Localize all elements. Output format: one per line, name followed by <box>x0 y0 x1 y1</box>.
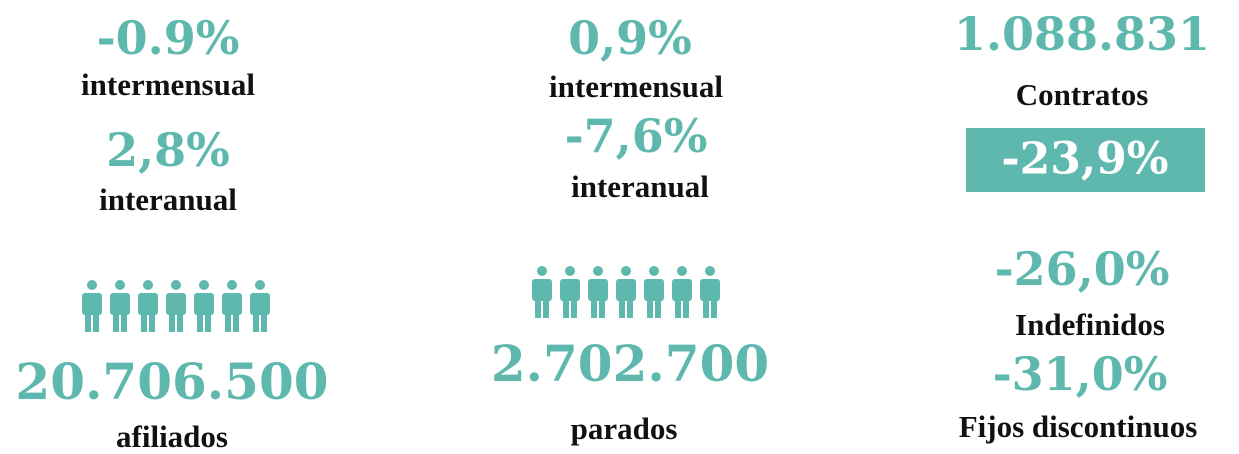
monthly-label: intermensual <box>549 69 723 104</box>
person-part <box>222 293 242 315</box>
person-part <box>677 266 687 276</box>
person-part <box>621 266 631 276</box>
person-part <box>616 279 636 301</box>
person-part <box>233 310 239 332</box>
person-part <box>85 310 91 332</box>
yearly-label: interanual <box>571 169 709 204</box>
person-part <box>543 296 549 318</box>
person-part <box>599 296 605 318</box>
person-part <box>169 310 175 332</box>
total-label: afiliados <box>116 419 228 454</box>
person-part <box>591 296 597 318</box>
item-value: -26,0% <box>995 242 1170 296</box>
person-part <box>121 310 127 332</box>
yearly-label: interanual <box>99 182 237 217</box>
person-part <box>560 279 580 301</box>
person-part <box>261 310 267 332</box>
total-label: parados <box>571 411 678 446</box>
person-part <box>683 296 689 318</box>
person-part <box>197 310 203 332</box>
person-part <box>115 280 125 290</box>
person-part <box>250 293 270 315</box>
person-part <box>255 280 265 290</box>
person-part <box>675 296 681 318</box>
person-part <box>199 280 209 290</box>
people-icons <box>532 266 720 318</box>
person-part <box>535 296 541 318</box>
total-value: 2.702.700 <box>491 334 769 393</box>
person-part <box>537 266 547 276</box>
person-part <box>138 293 158 315</box>
item-label: Fijos discontinuos <box>959 409 1198 444</box>
person-part <box>141 310 147 332</box>
person-part <box>655 296 661 318</box>
item-label: Indefinidos <box>1015 307 1165 342</box>
person-part <box>711 296 717 318</box>
person-part <box>205 310 211 332</box>
total-value: 20.706.500 <box>15 352 328 411</box>
person-part <box>166 293 186 315</box>
contracts-change: -23,9% <box>1001 134 1168 185</box>
monthly-value: 0,9% <box>568 11 692 65</box>
person-part <box>149 310 155 332</box>
item-value: -31,0% <box>993 347 1168 401</box>
person-part <box>700 279 720 301</box>
person-part <box>571 296 577 318</box>
person-part <box>627 296 633 318</box>
person-part <box>93 310 99 332</box>
person-part <box>703 296 709 318</box>
person-part <box>194 293 214 315</box>
person-part <box>588 279 608 301</box>
contracts-total: 1.088.831 <box>954 7 1210 61</box>
person-part <box>110 293 130 315</box>
contracts-label: Contratos <box>1016 77 1149 112</box>
person-part <box>171 280 181 290</box>
yearly-value: -7,6% <box>565 109 708 163</box>
person-part <box>225 310 231 332</box>
person-part <box>253 310 259 332</box>
person-part <box>672 279 692 301</box>
person-part <box>644 279 664 301</box>
person-part <box>87 280 97 290</box>
person-part <box>649 266 659 276</box>
person-part <box>565 266 575 276</box>
person-part <box>143 280 153 290</box>
person-part <box>177 310 183 332</box>
person-part <box>227 280 237 290</box>
person-part <box>563 296 569 318</box>
person-part <box>619 296 625 318</box>
person-part <box>593 266 603 276</box>
person-part <box>82 293 102 315</box>
person-part <box>113 310 119 332</box>
yearly-value: 2,8% <box>106 123 230 177</box>
people-icons <box>82 280 270 332</box>
person-part <box>647 296 653 318</box>
monthly-value: -0.9% <box>97 11 240 65</box>
person-part <box>705 266 715 276</box>
person-part <box>532 279 552 301</box>
monthly-label: intermensual <box>81 67 255 102</box>
change-box <box>966 128 1205 192</box>
